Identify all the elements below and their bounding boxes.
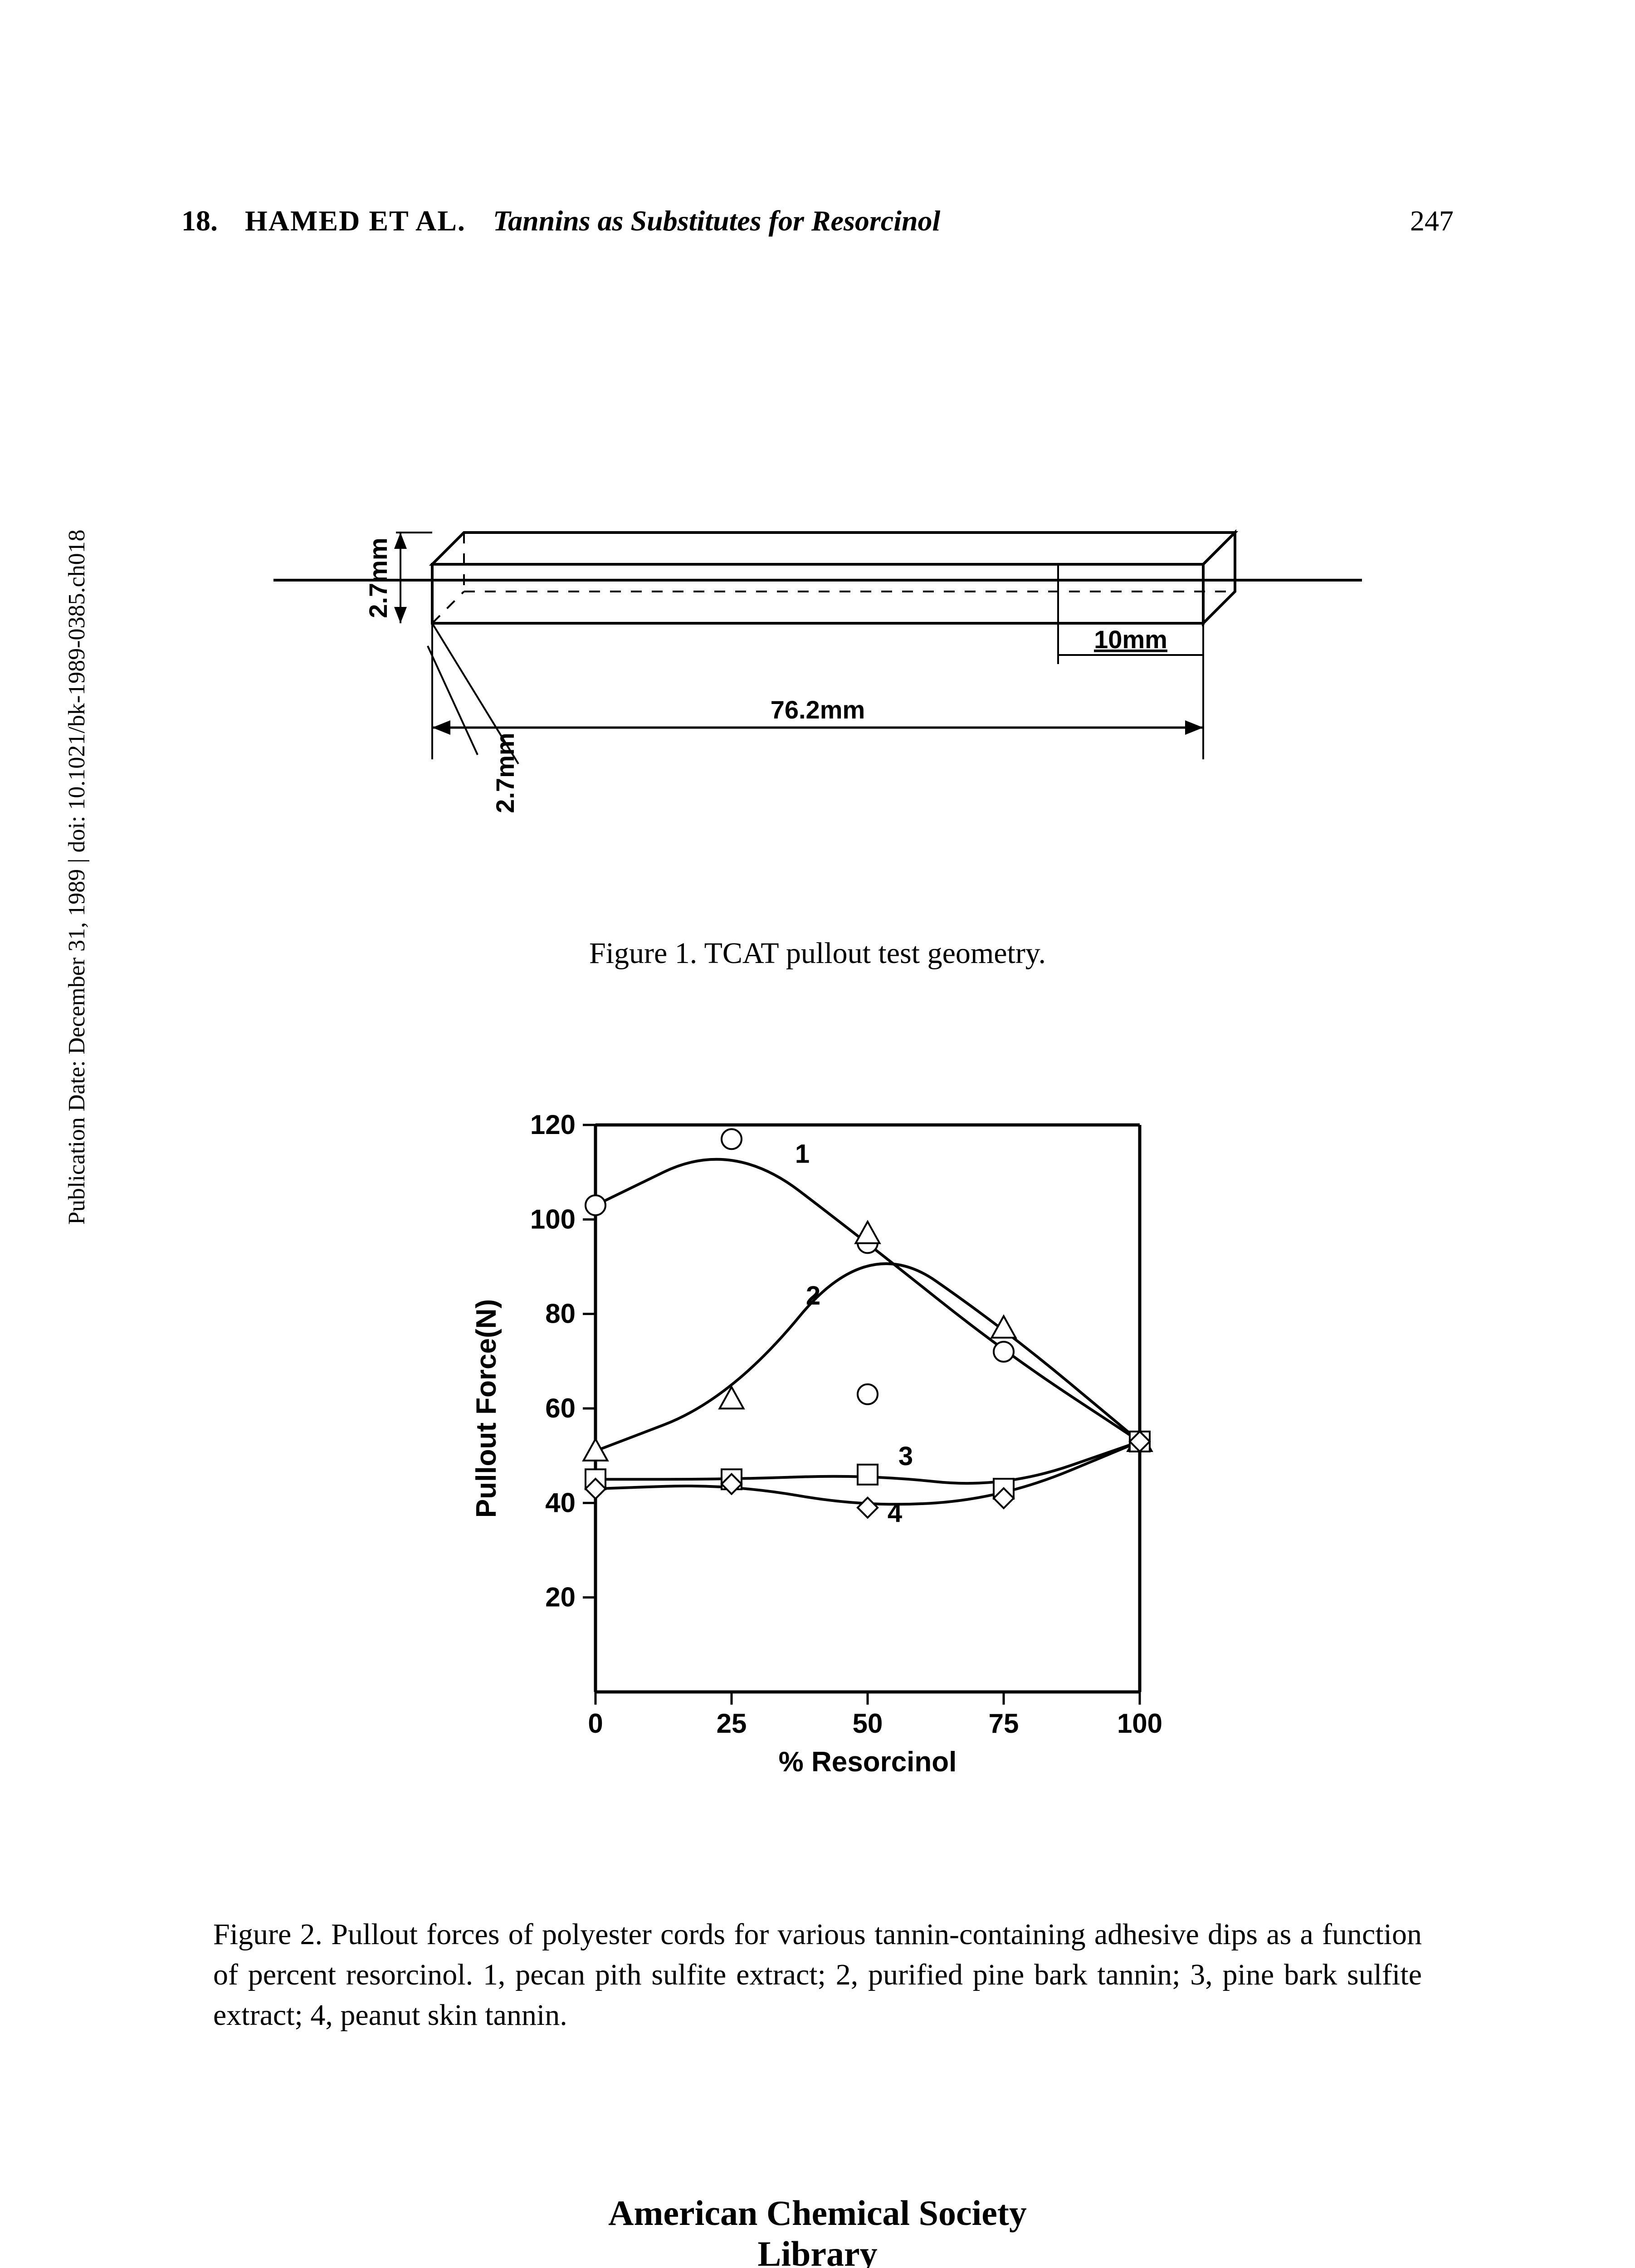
svg-text:4: 4 — [887, 1498, 902, 1528]
footer-library: Library — [0, 2234, 1635, 2268]
svg-text:60: 60 — [545, 1393, 576, 1423]
svg-text:10mm: 10mm — [1094, 625, 1167, 654]
page-footer: American Chemical Society Library 1155 1… — [0, 2193, 1635, 2268]
svg-text:1: 1 — [795, 1139, 809, 1168]
svg-text:25: 25 — [716, 1708, 747, 1739]
page: Publication Date: December 31, 1989 | do… — [0, 0, 1635, 2268]
svg-text:50: 50 — [852, 1708, 883, 1739]
svg-text:80: 80 — [545, 1299, 576, 1329]
svg-text:100: 100 — [1117, 1708, 1162, 1739]
figure-1-caption: Figure 1. TCAT pullout test geometry. — [181, 936, 1454, 971]
running-header: 18. HAMED ET AL. Tannins as Substitutes … — [181, 204, 1454, 238]
figure-1-svg: 10mm 76.2mm 2.7mm 2.7mm — [273, 464, 1362, 873]
svg-text:2: 2 — [805, 1281, 820, 1310]
figure-2-svg: 20 40 60 80 100 120 0 25 50 75 100 % Resorcinol Pull… — [432, 1089, 1203, 1814]
header-left: 18. HAMED ET AL. Tannins as Substitutes … — [181, 204, 940, 238]
chapter-number: 18. — [181, 204, 218, 238]
footer-institution: American Chemical Society — [0, 2193, 1635, 2234]
svg-text:2.7mm: 2.7mm — [491, 733, 519, 813]
figure-2: 20 40 60 80 100 120 0 25 50 75 100 % Resorcinol Pull… — [181, 1089, 1454, 1814]
figure-1: 10mm 76.2mm 2.7mm 2.7mm — [181, 464, 1454, 873]
header-title: Tannins as Substitutes for Resorcinol — [493, 204, 940, 238]
svg-text:76.2mm: 76.2mm — [770, 695, 865, 724]
svg-text:100: 100 — [530, 1204, 575, 1234]
svg-text:0: 0 — [588, 1708, 603, 1739]
page-number: 247 — [1410, 204, 1454, 238]
svg-text:20: 20 — [545, 1582, 576, 1613]
svg-text:% Resorcinol: % Resorcinol — [778, 1746, 957, 1778]
side-citation: Publication Date: December 31, 1989 | do… — [63, 529, 90, 1225]
svg-text:120: 120 — [530, 1110, 575, 1140]
svg-text:2.7mm: 2.7mm — [364, 538, 392, 618]
header-authors: HAMED ET AL. — [245, 204, 466, 238]
svg-text:Pullout Force(N): Pullout Force(N) — [471, 1299, 502, 1518]
svg-text:75: 75 — [988, 1708, 1019, 1739]
svg-text:3: 3 — [898, 1442, 913, 1471]
figure-2-caption: Figure 2. Pullout forces of polyester co… — [213, 1914, 1422, 2035]
svg-text:40: 40 — [545, 1487, 576, 1518]
